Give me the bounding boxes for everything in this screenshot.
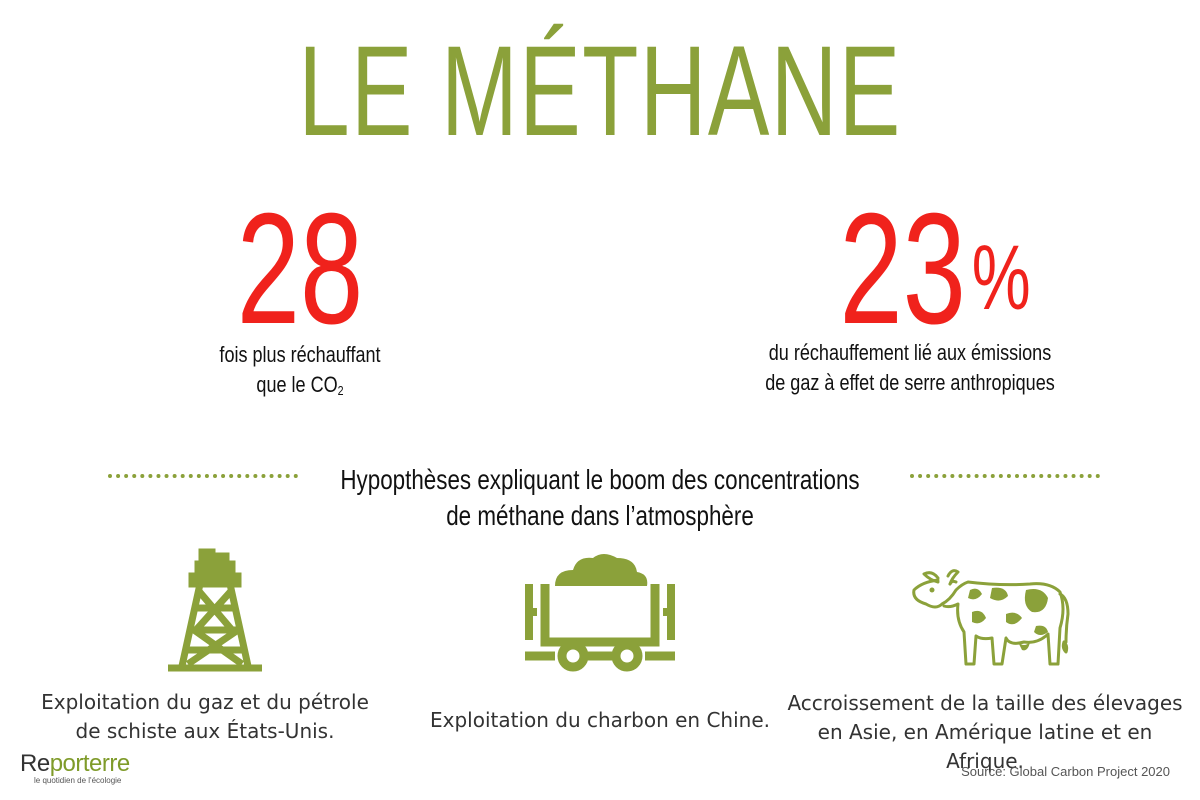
caption-line: Exploitation du gaz et du pétrole xyxy=(41,690,369,714)
caption-line: Exploitation du charbon en Chine. xyxy=(430,708,770,732)
dotted-divider-right xyxy=(910,474,1100,478)
stat-value: 28 xyxy=(236,181,364,357)
coal-cart-icon xyxy=(525,554,675,672)
subscript: 2 xyxy=(337,383,344,398)
hypothesis-caption-coal: Exploitation du charbon en Chine. xyxy=(420,706,780,735)
section-title-line: de méthane dans l’atmosphère xyxy=(446,500,754,531)
stat-value: 23 xyxy=(839,181,966,357)
caption-line: de schiste aux États-Unis. xyxy=(75,719,335,743)
stat-line: fois plus réchauffant xyxy=(219,342,381,367)
stat-line: du réchauffement lié aux émissions xyxy=(768,340,1052,365)
logo-part: porterre xyxy=(49,750,131,777)
percent-sign: % xyxy=(971,227,1031,329)
stat-value-warming-share: 23% xyxy=(791,190,1079,353)
stat-line: que le CO2 xyxy=(177,370,423,406)
hypothesis-caption-shale: Exploitation du gaz et du pétrole de sch… xyxy=(30,688,380,746)
oil-derrick-icon xyxy=(168,548,262,672)
stat-line-text: que le CO xyxy=(256,372,338,397)
source-credit: Source: Global Carbon Project 2020 xyxy=(961,764,1170,779)
stat-description-warming-factor: fois plus réchauffant que le CO2 xyxy=(177,340,423,406)
stat-description-warming-share: du réchauffement lié aux émissions de ga… xyxy=(738,338,1082,398)
section-title-line: Hypopthèses expliquant le boom des conce… xyxy=(340,464,860,495)
section-title: Hypopthèses expliquant le boom des conce… xyxy=(320,462,880,534)
reporterre-logo: Reporterre le quotidien de l'écologie xyxy=(20,752,160,788)
stat-line: de gaz à effet de serre anthropiques xyxy=(765,370,1055,395)
caption-line: Accroissement de la taille des élevages xyxy=(787,691,1183,715)
logo-part: Re xyxy=(20,750,50,777)
cow-icon xyxy=(912,569,1070,666)
logo-wordmark: Reporterre xyxy=(20,752,160,776)
caption-line: en Asie, en Amérique latine et en Afriqu… xyxy=(817,720,1153,773)
logo-tagline: le quotidien de l'écologie xyxy=(34,776,122,785)
page-title: LE MÉTHANE xyxy=(298,20,902,163)
hypothesis-caption-livestock: Accroissement de la taille des élevages … xyxy=(780,689,1190,776)
stat-value-warming-factor: 28 xyxy=(203,190,397,348)
dotted-divider-left xyxy=(108,474,298,478)
